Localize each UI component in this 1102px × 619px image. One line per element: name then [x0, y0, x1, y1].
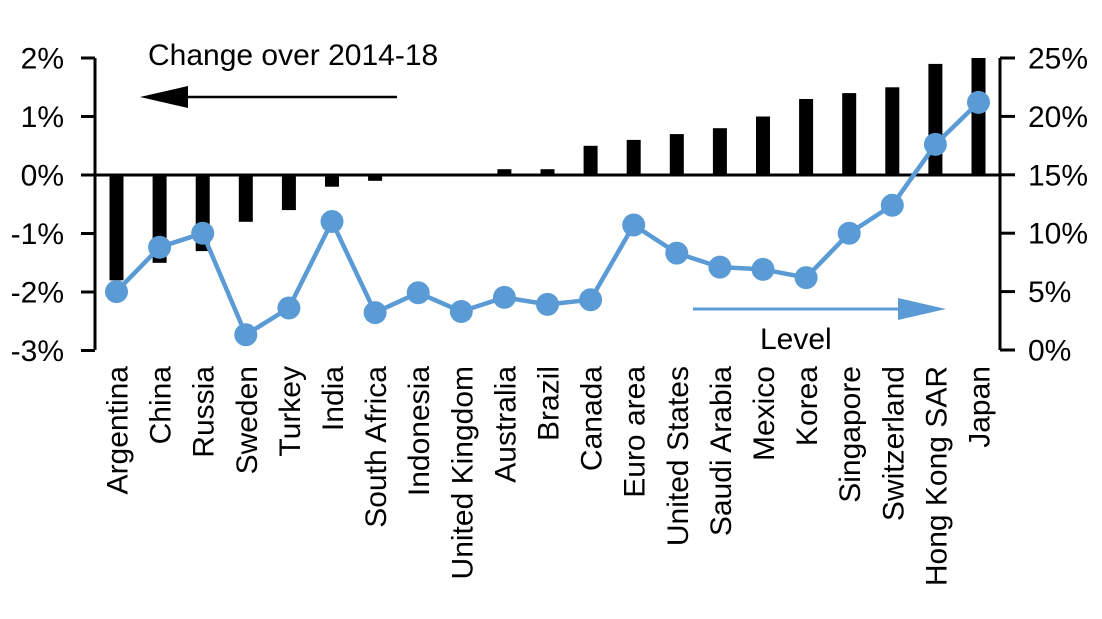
x-label-australia: Australia [489, 366, 522, 483]
line-marker-brazil [536, 292, 559, 316]
right-axis-label: 15% [1028, 159, 1088, 192]
x-label-canada: Canada [576, 366, 609, 471]
x-label-turkey: Turkey [274, 366, 307, 457]
x-label-hong-kong-sar: Hong Kong SAR [920, 366, 953, 586]
line-marker-argentina [105, 280, 128, 304]
x-label-china: China [145, 366, 178, 445]
line-marker-south-africa [363, 301, 387, 325]
left-axis-label: -2% [11, 277, 64, 310]
x-label-euro-area: Euro area [619, 366, 652, 498]
right-axis-label: 25% [1028, 43, 1088, 76]
line-marker-japan [967, 90, 990, 114]
bar-canada [583, 145, 598, 176]
bar-sweden [238, 175, 253, 222]
left-axis-label: 2% [21, 43, 64, 76]
x-label-singapore: Singapore [834, 366, 867, 503]
bar-euro-area [626, 139, 641, 175]
line-marker-india [320, 210, 344, 233]
x-label-saudi-arabia: Saudi Arabia [705, 366, 738, 536]
line-marker-turkey [277, 296, 301, 320]
line-marker-singapore [837, 221, 861, 245]
bar-brazil [540, 169, 555, 175]
bar-hong-kong-sar [928, 63, 943, 175]
bar-series-annotation-label: Change over 2014-18 [148, 39, 438, 72]
x-label-korea: Korea [791, 366, 824, 446]
left-axis-label: 1% [21, 101, 64, 134]
x-label-united-states: United States [662, 366, 695, 546]
bar-switzerland [885, 87, 900, 176]
left-axis-label: 0% [21, 160, 64, 193]
line-marker-united-kingdom [449, 300, 473, 323]
line-marker-saudi-arabia [708, 255, 732, 279]
left-arrow-icon [140, 86, 188, 108]
bar-japan [971, 58, 986, 175]
right-axis-label: 10% [1028, 218, 1088, 251]
bar-south-africa [368, 175, 383, 181]
line-marker-canada [579, 288, 603, 312]
bar-saudi-arabia [712, 128, 727, 175]
x-label-russia: Russia [188, 366, 221, 458]
x-label-mexico: Mexico [748, 366, 781, 461]
bar-argentina [109, 175, 124, 281]
right-axis-label: 0% [1028, 335, 1071, 368]
x-label-switzerland: Switzerland [877, 366, 910, 521]
right-axis-label: 5% [1028, 276, 1071, 309]
x-label-indonesia: Indonesia [403, 366, 436, 496]
line-marker-korea [794, 266, 818, 290]
bar-united-states [669, 134, 684, 175]
bar-turkey [281, 175, 296, 211]
x-label-india: India [317, 366, 350, 431]
line-marker-hong-kong-sar [923, 132, 947, 156]
line-marker-russia [191, 221, 215, 245]
bar-mexico [756, 116, 770, 175]
line-marker-china [148, 235, 172, 259]
left-axis-label: -3% [11, 335, 64, 368]
bar-singapore [842, 93, 857, 175]
right-axis-label: 20% [1028, 101, 1088, 134]
line-marker-mexico [751, 257, 775, 281]
x-label-argentina: Argentina [102, 366, 135, 495]
line-marker-euro-area [622, 213, 646, 237]
line-series-annotation-label: Level [760, 323, 832, 356]
left-axis-label: -1% [11, 218, 64, 251]
line-marker-indonesia [406, 281, 430, 305]
x-label-south-africa: South Africa [360, 366, 393, 528]
line-marker-sweden [234, 323, 258, 347]
bar-korea [799, 99, 814, 175]
x-label-brazil: Brazil [533, 366, 566, 441]
bar-india [325, 175, 339, 187]
line-marker-switzerland [880, 193, 904, 217]
line-marker-united-states [665, 241, 689, 265]
line-marker-australia [492, 285, 516, 309]
x-label-japan: Japan [964, 366, 997, 448]
right-arrow-icon [898, 298, 946, 320]
x-label-united-kingdom: United Kingdom [446, 366, 479, 579]
bar-australia [497, 169, 512, 175]
x-label-sweden: Sweden [231, 366, 264, 474]
